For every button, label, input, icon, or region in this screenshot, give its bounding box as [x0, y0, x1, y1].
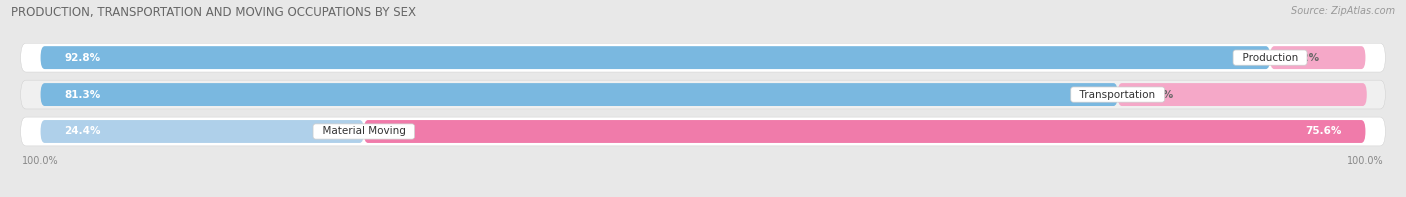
Text: Source: ZipAtlas.com: Source: ZipAtlas.com: [1291, 6, 1395, 16]
FancyBboxPatch shape: [41, 120, 364, 143]
Text: Material Moving: Material Moving: [315, 126, 412, 137]
Text: PRODUCTION, TRANSPORTATION AND MOVING OCCUPATIONS BY SEX: PRODUCTION, TRANSPORTATION AND MOVING OC…: [11, 6, 416, 19]
FancyBboxPatch shape: [41, 46, 1270, 69]
Text: 24.4%: 24.4%: [65, 126, 101, 137]
FancyBboxPatch shape: [1270, 46, 1365, 69]
FancyBboxPatch shape: [364, 120, 1365, 143]
Text: 81.3%: 81.3%: [65, 90, 101, 99]
FancyBboxPatch shape: [41, 83, 1118, 106]
FancyBboxPatch shape: [21, 80, 1385, 109]
FancyBboxPatch shape: [21, 117, 1385, 146]
FancyBboxPatch shape: [21, 43, 1385, 72]
Text: Production: Production: [1236, 53, 1305, 63]
Text: 7.2%: 7.2%: [1289, 53, 1319, 63]
Text: 75.6%: 75.6%: [1305, 126, 1341, 137]
Text: Transportation: Transportation: [1073, 90, 1161, 99]
Text: 18.8%: 18.8%: [1137, 90, 1174, 99]
Text: 92.8%: 92.8%: [65, 53, 101, 63]
FancyBboxPatch shape: [1118, 83, 1367, 106]
